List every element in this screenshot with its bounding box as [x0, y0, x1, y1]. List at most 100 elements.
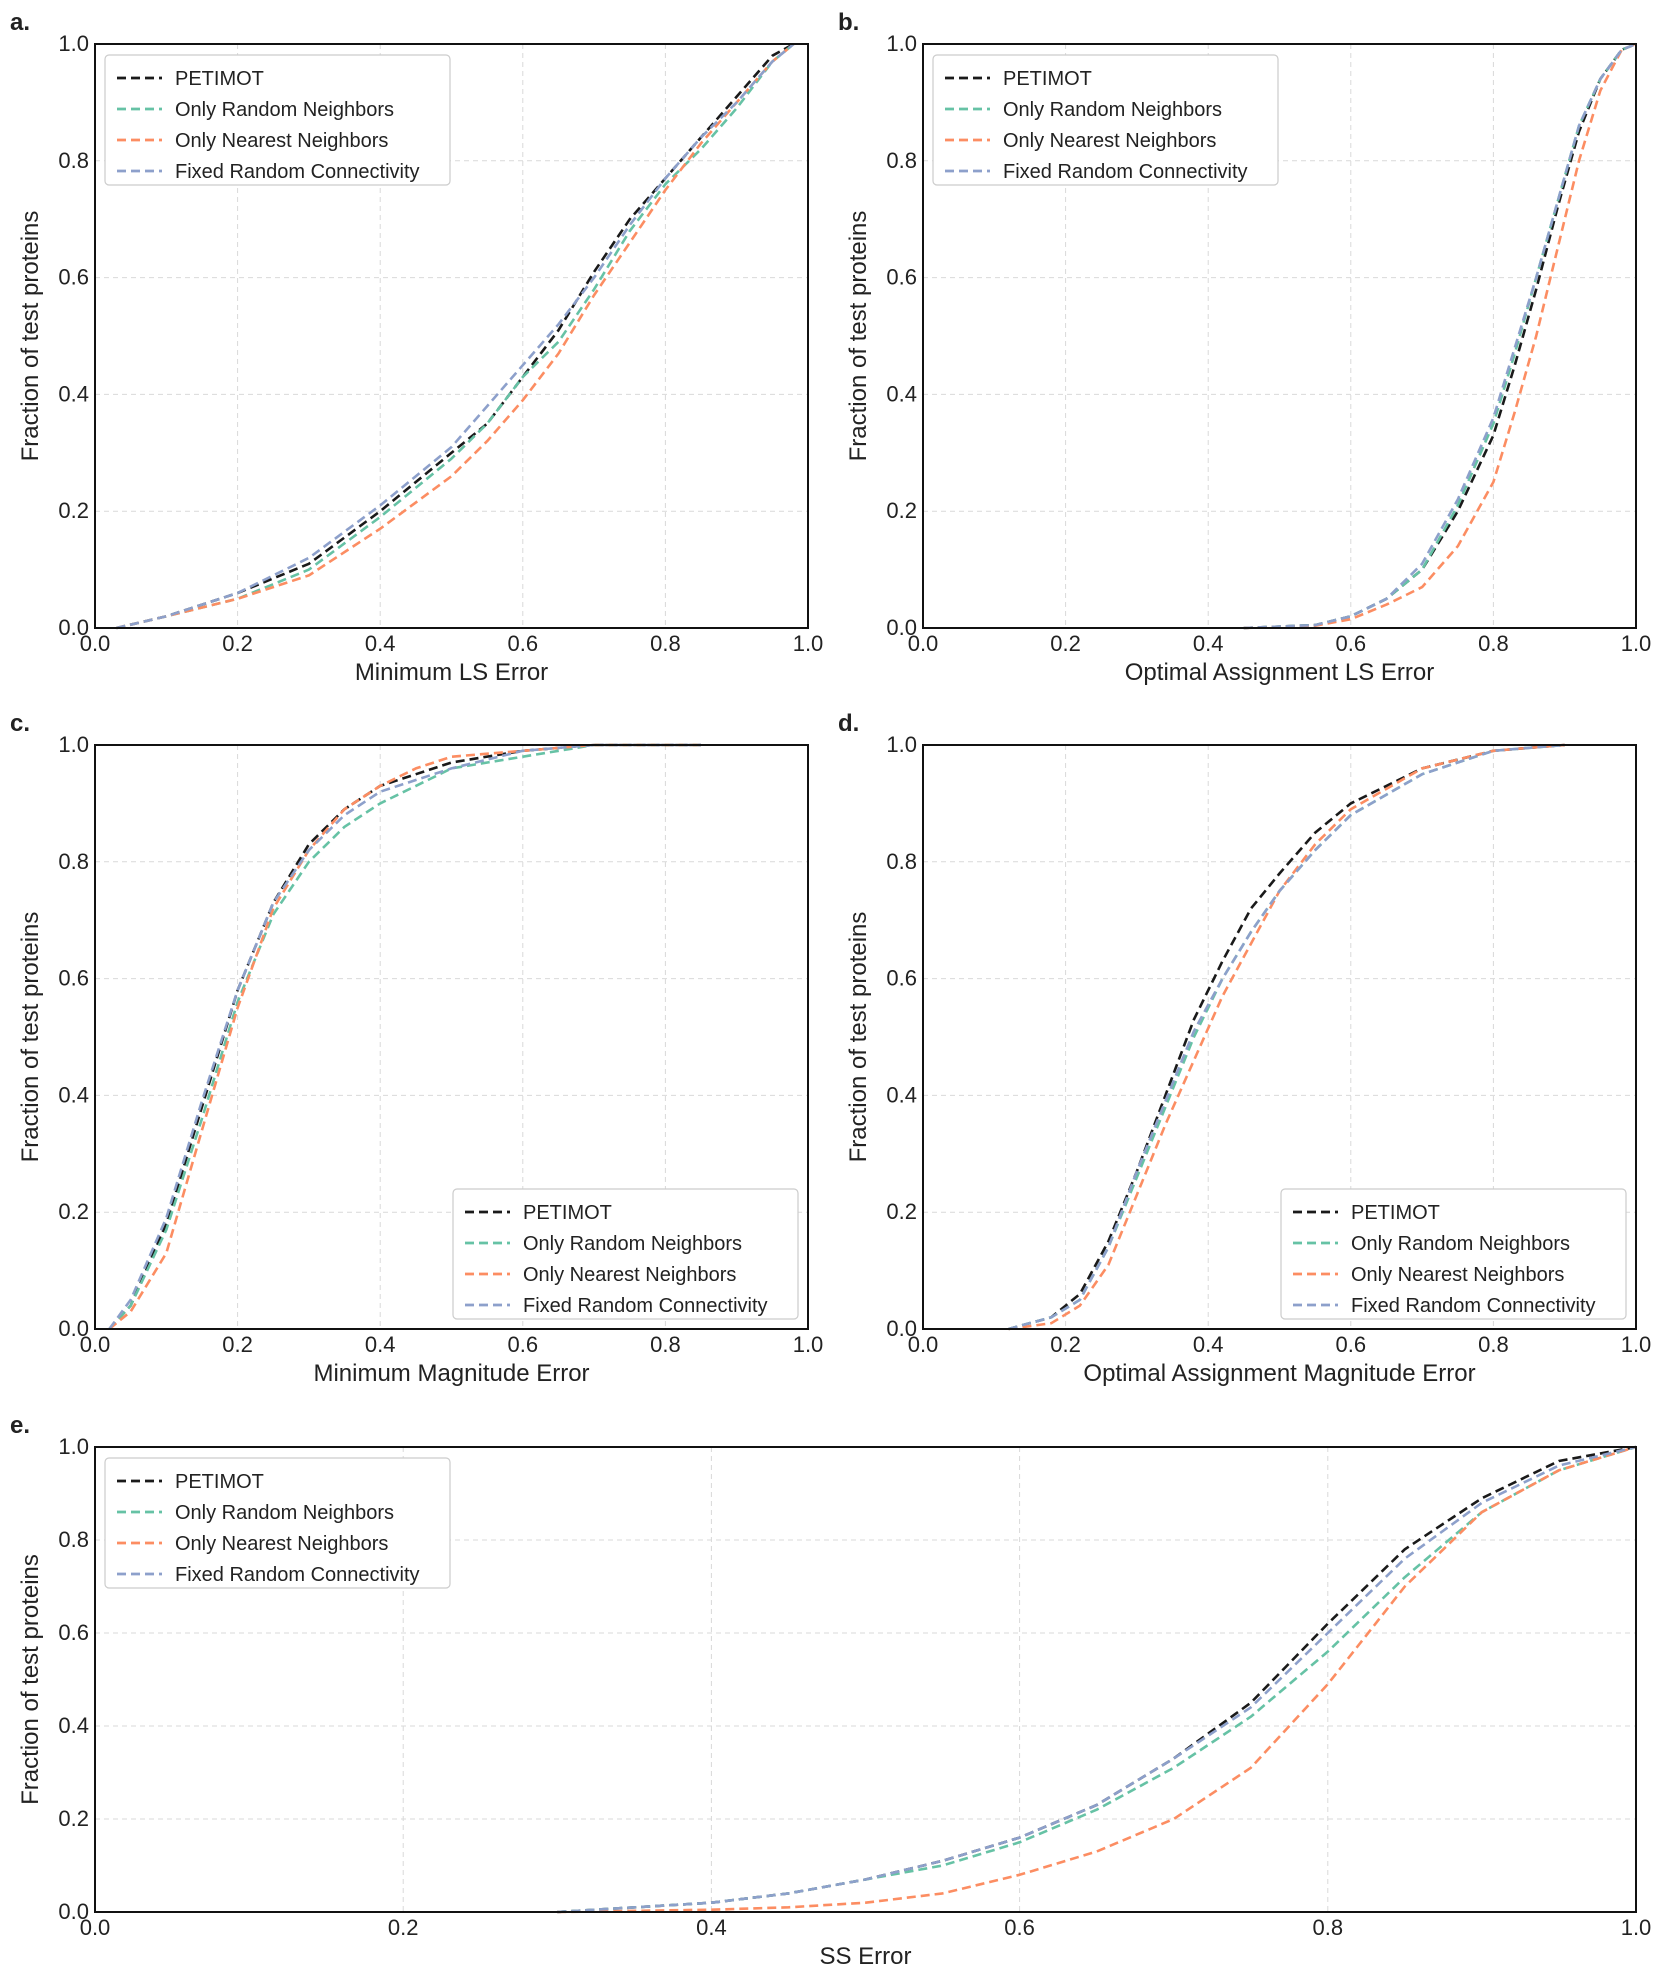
legend-label: Only Nearest Neighbors [1351, 1264, 1564, 1286]
legend: PETIMOT Only Random Neighbors Only Nearest… [932, 54, 1279, 186]
x-tick-label: 0.6 [508, 1332, 539, 1357]
legend-box [104, 1457, 451, 1589]
x-tick-label: 0.2 [222, 631, 253, 656]
y-tick-label: 0.0 [886, 615, 917, 640]
legend-label: Only Nearest Neighbors [1003, 130, 1216, 152]
legend-label: Only Random Neighbors [1351, 1233, 1570, 1255]
y-tick-label: 0.2 [58, 1199, 89, 1224]
y-tick-label: 1.0 [58, 31, 89, 56]
x-tick-label: 0.2 [222, 1332, 253, 1357]
x-tick-label: 0.8 [1478, 1332, 1509, 1357]
series-line-fixed-random-connectivity [116, 42, 795, 630]
legend-label: Only Random Neighbors [175, 1502, 394, 1524]
legend-label: Only Random Neighbors [1003, 99, 1222, 121]
legend-label: Only Nearest Neighbors [175, 1533, 388, 1555]
legend: PETIMOT Only Random Neighbors Only Nearest… [452, 1188, 799, 1320]
plot-frame [922, 744, 1637, 1330]
legend-box [452, 1188, 799, 1320]
series-line-only-nearest-neighbors [108, 743, 701, 1331]
y-tick-label: 0.0 [58, 1316, 89, 1341]
plot-frame [94, 43, 809, 629]
y-tick-label: 0.6 [886, 966, 917, 991]
x-tick-label: 0.2 [1050, 1332, 1081, 1357]
x-tick-label: 0.6 [1336, 1332, 1367, 1357]
panel-a: a. 0.0 0.2 0.4 0.6 0.8 1.0 0.0 0.2 0.4 0.6 0.8 1.0 Mi… [10, 9, 823, 686]
y-tick-label: 0.2 [886, 1199, 917, 1224]
legend-label: Only Nearest Neighbors [523, 1264, 736, 1286]
plot-frame [94, 1446, 1637, 1913]
y-axis-title: Fraction of test proteins [845, 211, 872, 462]
x-tick-label: 0.0 [908, 1332, 939, 1357]
series-line-fixed-random-connectivity [1008, 743, 1565, 1331]
y-tick-label: 0.4 [886, 1082, 917, 1107]
series-line-only-nearest-neighbors [1008, 743, 1565, 1331]
legend-label: Fixed Random Connectivity [1003, 161, 1248, 183]
y-tick-label: 1.0 [58, 1434, 89, 1459]
legend-label: Only Random Neighbors [523, 1233, 742, 1255]
y-tick-label: 0.8 [58, 148, 89, 173]
legend-label: PETIMOT [523, 1202, 612, 1224]
y-axis-title: Fraction of test proteins [845, 912, 872, 1163]
x-tick-label: 1.0 [1621, 1915, 1652, 1940]
panel-e: e. 0.0 0.2 0.4 0.6 0.8 1.0 0.0 0.2 0.4 0.6 0.8 1.0 SS… [10, 1412, 1651, 1970]
x-tick-label: 0.0 [908, 631, 939, 656]
x-axis-title: Optimal Assignment Magnitude Error [1083, 1360, 1475, 1387]
y-axis-title: Fraction of test proteins [17, 1554, 44, 1805]
y-tick-label: 0.2 [886, 498, 917, 523]
x-tick-label: 0.8 [650, 631, 681, 656]
plot-frame [922, 43, 1637, 629]
x-tick-label: 0.8 [1313, 1915, 1344, 1940]
y-tick-label: 0.8 [58, 1527, 89, 1552]
x-tick-label: 0.4 [1193, 631, 1224, 656]
series-line-only-random-neighbors [557, 1445, 1637, 1914]
legend: PETIMOT Only Random Neighbors Only Nearest… [1280, 1188, 1627, 1320]
y-tick-label: 0.0 [58, 1899, 89, 1924]
y-tick-label: 0.4 [58, 1082, 89, 1107]
legend-box [932, 54, 1279, 186]
panel-letter: a. [10, 9, 30, 36]
x-tick-label: 1.0 [1621, 1332, 1652, 1357]
x-tick-label: 0.0 [80, 1915, 111, 1940]
series-line-only-nearest-neighbors [116, 42, 795, 630]
y-tick-label: 0.0 [58, 615, 89, 640]
legend-label: Only Random Neighbors [175, 99, 394, 121]
y-tick-label: 0.8 [886, 148, 917, 173]
y-tick-label: 0.2 [58, 498, 89, 523]
x-tick-label: 0.6 [1336, 631, 1367, 656]
series-line-petimot [116, 42, 795, 630]
series-line-only-random-neighbors [108, 743, 701, 1330]
x-tick-label: 1.0 [793, 1332, 824, 1357]
x-tick-label: 0.4 [696, 1915, 727, 1940]
y-tick-label: 1.0 [886, 732, 917, 757]
y-axis-title: Fraction of test proteins [17, 211, 44, 462]
legend-label: PETIMOT [1003, 68, 1092, 90]
x-tick-label: 0.8 [650, 1332, 681, 1357]
series-line-petimot [557, 1445, 1637, 1914]
x-tick-label: 0.6 [508, 631, 539, 656]
series-line-fixed-random-connectivity [1243, 42, 1637, 630]
panel-letter: e. [10, 1412, 30, 1439]
x-axis-title: SS Error [819, 1943, 911, 1970]
x-axis-title: Optimal Assignment LS Error [1125, 659, 1434, 686]
y-tick-label: 0.4 [886, 381, 917, 406]
panel-c: c. 0.0 0.2 0.4 0.6 0.8 1.0 0.0 0.2 0.4 0.6 0.8 1.0 Mi… [10, 710, 823, 1387]
plot-frame [94, 744, 809, 1330]
series-line-only-nearest-neighbors [1243, 42, 1637, 630]
panel-d: d. 0.0 0.2 0.4 0.6 0.8 1.0 0.0 0.2 0.4 0.6 0.8 1.0 Op… [838, 710, 1651, 1387]
x-tick-label: 1.0 [1621, 631, 1652, 656]
x-tick-label: 0.2 [388, 1915, 419, 1940]
x-tick-label: 0.0 [80, 631, 111, 656]
x-tick-label: 1.0 [793, 631, 824, 656]
legend-label: Fixed Random Connectivity [175, 1564, 420, 1586]
y-tick-label: 1.0 [886, 31, 917, 56]
x-tick-label: 0.4 [365, 1332, 396, 1357]
series-line-fixed-random-connectivity [557, 1445, 1637, 1914]
legend-box [104, 54, 451, 186]
panel-letter: c. [10, 710, 30, 737]
legend-label: PETIMOT [1351, 1202, 1440, 1224]
x-tick-label: 0.0 [80, 1332, 111, 1357]
x-axis-title: Minimum LS Error [355, 659, 548, 686]
x-tick-label: 0.4 [1193, 1332, 1224, 1357]
y-tick-label: 0.6 [886, 265, 917, 290]
series-line-only-nearest-neighbors [557, 1445, 1637, 1914]
